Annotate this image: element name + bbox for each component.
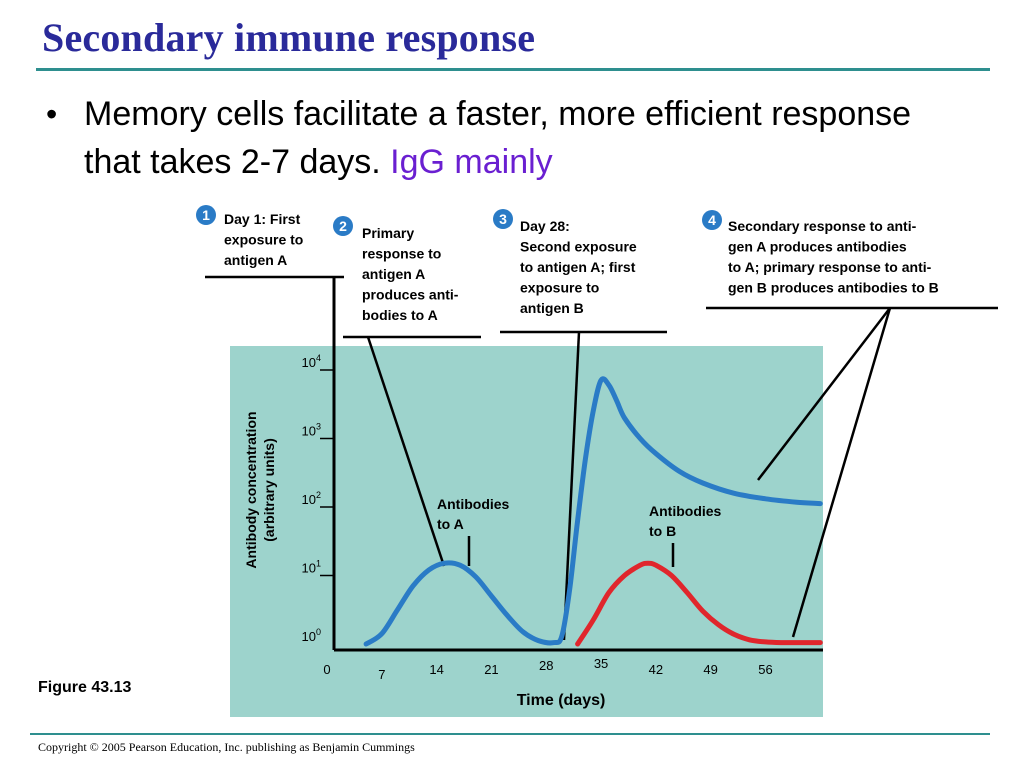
antibody-a-curve <box>363 376 823 647</box>
y-tick-label: 100 <box>302 627 321 644</box>
x-tick-label: 0 <box>323 662 330 677</box>
antibody-b-curve <box>575 560 823 647</box>
figure-label: Figure 43.13 <box>38 679 132 696</box>
x-tick-label: 35 <box>594 656 608 671</box>
footer-divider <box>30 733 990 735</box>
step-number: 3 <box>499 211 507 227</box>
y-axis-title: Antibody concentration (arbitrary units) <box>243 411 277 568</box>
callout-text-line: to antigen A; first <box>520 259 636 275</box>
callout-3: 3 Day 28: Second exposure to antigen A; fir… <box>493 209 637 316</box>
callout-text-line: bodies to A <box>362 307 438 323</box>
callout-text-line: antigen A <box>224 252 287 268</box>
callout-text-line: Primary <box>362 225 414 241</box>
callout-text: Primary response to antigen A produces anti… <box>362 225 459 323</box>
callout-text-line: Second exposure <box>520 239 637 255</box>
y-tick-label: 103 <box>302 422 321 439</box>
callout-3-pointer <box>562 331 581 641</box>
callout-text: Day 28: Second exposure to antigen A; firs… <box>520 218 637 316</box>
y-axis-title-line: (arbitrary units) <box>261 438 277 541</box>
callout-4: 4 Secondary response to anti-gen A produc… <box>702 210 939 296</box>
bullet-text: Memory cells facilitate a faster, more e… <box>84 95 912 181</box>
callout-text-line: antigen B <box>520 300 584 316</box>
x-tick-label: 42 <box>649 662 663 677</box>
callout-text-line: gen B produces antibodies to B <box>728 280 939 296</box>
curve-label-line: Antibodies <box>437 496 510 512</box>
step-number: 4 <box>708 212 716 228</box>
bullet-marker: • <box>46 96 58 132</box>
callout-text-line: antigen A <box>362 266 425 282</box>
curve-label-line: to B <box>649 523 676 539</box>
callout-text: Secondary response to anti-gen A produce… <box>728 218 939 296</box>
step-badge <box>333 216 353 236</box>
curves <box>363 376 823 647</box>
y-tick-label: 104 <box>302 353 321 370</box>
callout-text-line: to A; primary response to anti- <box>728 259 932 275</box>
callouts: 1 Day 1: First exposure to antigen A 2 Primar… <box>196 205 939 323</box>
antibodies-a-label: Antibodies to A <box>437 496 510 532</box>
step-number: 2 <box>339 218 347 234</box>
y-tick: 100 <box>302 627 321 644</box>
curve-label-line: to A <box>437 516 464 532</box>
bullet-highlight: IgG mainly <box>390 143 553 181</box>
callout-text-line: exposure to <box>224 232 303 248</box>
x-tick-label: 28 <box>539 658 553 673</box>
y-tick: 104 <box>302 353 334 371</box>
callout-2: 2 Primary response to antigen A produces ant… <box>333 216 459 323</box>
y-tick-base: 10 <box>302 424 316 439</box>
callout-text-line: response to <box>362 246 441 262</box>
x-tick-label: 14 <box>429 662 443 677</box>
title-divider <box>36 68 990 71</box>
callout-2-pointer <box>366 336 446 567</box>
y-tick: 101 <box>302 559 334 577</box>
callout-text-line: Day 1: First <box>224 211 301 227</box>
step-number: 1 <box>202 207 210 223</box>
y-tick-label: 102 <box>302 490 321 507</box>
callout-text-line: Secondary response to anti- <box>728 218 917 234</box>
callout-text-line: gen A produces antibodies <box>728 239 907 255</box>
bullet-point: Memory cells facilitate a faster, more e… <box>84 90 964 186</box>
step-badge <box>196 205 216 225</box>
x-axis-title: Time (days) <box>517 692 606 709</box>
callout-text-line: produces anti- <box>362 287 459 303</box>
callout-4-pointer-a <box>757 307 891 481</box>
y-tick-base: 10 <box>302 561 316 576</box>
slide-title: Secondary immune response <box>42 15 536 60</box>
y-tick-base: 10 <box>302 355 316 370</box>
plot-background <box>230 346 823 717</box>
y-tick-base: 10 <box>302 492 316 507</box>
y-tick: 102 <box>302 490 334 508</box>
y-tick-exponent: 2 <box>316 490 321 500</box>
antibodies-b-label: Antibodies to B <box>649 503 722 539</box>
y-tick-base: 10 <box>302 629 316 644</box>
x-tick-label: 21 <box>484 662 498 677</box>
y-tick-exponent: 1 <box>316 559 321 569</box>
step-badge <box>702 210 722 230</box>
y-tick-exponent: 4 <box>316 353 321 363</box>
y-axis-title-line: Antibody concentration <box>243 411 259 568</box>
step-badge <box>493 209 513 229</box>
callout-1: 1 Day 1: First exposure to antigen A <box>196 205 303 268</box>
y-tick-exponent: 0 <box>316 627 321 637</box>
curve-label-line: Antibodies <box>649 503 722 519</box>
y-tick-exponent: 3 <box>316 422 321 432</box>
x-tick-label: 49 <box>703 662 717 677</box>
x-tick-label: 7 <box>378 667 385 682</box>
y-tick: 103 <box>302 422 334 440</box>
curve-labels: Antibodies to A Antibodies to B <box>437 496 722 567</box>
x-tick-label: 56 <box>758 662 772 677</box>
callout-lines <box>205 275 998 641</box>
callout-text: Day 1: First exposure to antigen A <box>224 211 303 268</box>
callout-text-line: exposure to <box>520 280 599 296</box>
copyright: Copyright © 2005 Pearson Education, Inc.… <box>38 740 415 754</box>
callout-text-line: Day 28: <box>520 218 570 234</box>
callout-4-pointer-b <box>791 307 892 638</box>
y-tick-label: 101 <box>302 559 321 576</box>
